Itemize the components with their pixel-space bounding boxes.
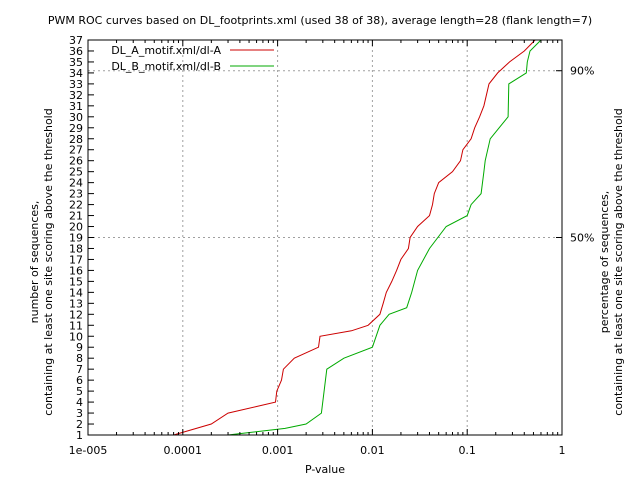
y-tick-label: 33 xyxy=(69,78,83,91)
y-tick-label: 17 xyxy=(69,253,83,266)
y-tick-label: 2 xyxy=(76,418,83,431)
y-tick-label: 9 xyxy=(76,341,83,354)
y-tick-label: 28 xyxy=(69,133,83,146)
y-axis-label-line1: number of sequences, xyxy=(28,201,41,324)
legend-label-1: DL_A_motif.xml/dl-A xyxy=(111,44,221,57)
y-tick-label: 35 xyxy=(69,56,83,69)
y-tick-label: 3 xyxy=(76,407,83,420)
y-tick-label: 4 xyxy=(76,396,83,409)
y-tick-label: 31 xyxy=(69,100,83,113)
y-tick-label: 18 xyxy=(69,242,83,255)
legend-label-2: DL_B_motif.xml/dl-B xyxy=(111,60,221,73)
y2-axis-label-line1: percentage of sequences, xyxy=(598,191,611,333)
y-tick-label: 11 xyxy=(69,319,83,332)
y-tick-label: 19 xyxy=(69,232,83,245)
y-tick-label: 27 xyxy=(69,144,83,157)
y-tick-label: 16 xyxy=(69,264,83,277)
y-axis-label-line2: containing at least one site scoring abo… xyxy=(42,108,55,415)
y-tick-label: 25 xyxy=(69,166,83,179)
x-axis-label: P-value xyxy=(305,463,345,476)
y-tick-label: 13 xyxy=(69,297,83,310)
y-tick-label: 21 xyxy=(69,210,83,223)
x-tick-label: 1e-005 xyxy=(69,444,108,457)
y-tick-label: 5 xyxy=(76,385,83,398)
series-line-2 xyxy=(227,39,542,436)
y-tick-label: 15 xyxy=(69,275,83,288)
axis-ticks: 1e-005 0.0001 0.001 0.01 0.1 1123456789101112… xyxy=(69,34,595,457)
series-lines xyxy=(173,39,542,436)
y-tick-label: 22 xyxy=(69,199,83,212)
y-tick-label: 30 xyxy=(69,111,83,124)
grid xyxy=(88,40,562,435)
x-tick-label: 0.01 xyxy=(360,444,385,457)
y2-tick-label: 90% xyxy=(570,65,594,78)
y2-axis-label-line2: containing at least one site scoring abo… xyxy=(612,108,625,415)
y-tick-label: 7 xyxy=(76,363,83,376)
y-tick-label: 29 xyxy=(69,122,83,135)
x-tick-label: 1 xyxy=(559,444,566,457)
y-tick-label: 32 xyxy=(69,89,83,102)
series-line-1 xyxy=(173,39,536,436)
x-tick-label: 0.001 xyxy=(262,444,294,457)
y-tick-label: 6 xyxy=(76,374,83,387)
y-tick-label: 26 xyxy=(69,155,83,168)
y-tick-label: 1 xyxy=(76,429,83,442)
y-tick-label: 8 xyxy=(76,352,83,365)
x-tick-label: 0.0001 xyxy=(164,444,203,457)
y-tick-label: 10 xyxy=(69,330,83,343)
y-tick-label: 24 xyxy=(69,177,83,190)
y-tick-label: 20 xyxy=(69,221,83,234)
y-tick-label: 14 xyxy=(69,286,83,299)
y2-tick-label: 50% xyxy=(570,232,594,245)
y-tick-label: 12 xyxy=(69,308,83,321)
x-tick-label: 0.1 xyxy=(458,444,476,457)
y-tick-label: 37 xyxy=(69,34,83,47)
legend: DL_A_motif.xml/dl-A DL_B_motif.xml/dl-B xyxy=(111,44,274,73)
y-tick-label: 34 xyxy=(69,67,83,80)
y-tick-label: 23 xyxy=(69,188,83,201)
chart-title: PWM ROC curves based on DL_footprints.xm… xyxy=(48,14,592,27)
y-tick-label: 36 xyxy=(69,45,83,58)
